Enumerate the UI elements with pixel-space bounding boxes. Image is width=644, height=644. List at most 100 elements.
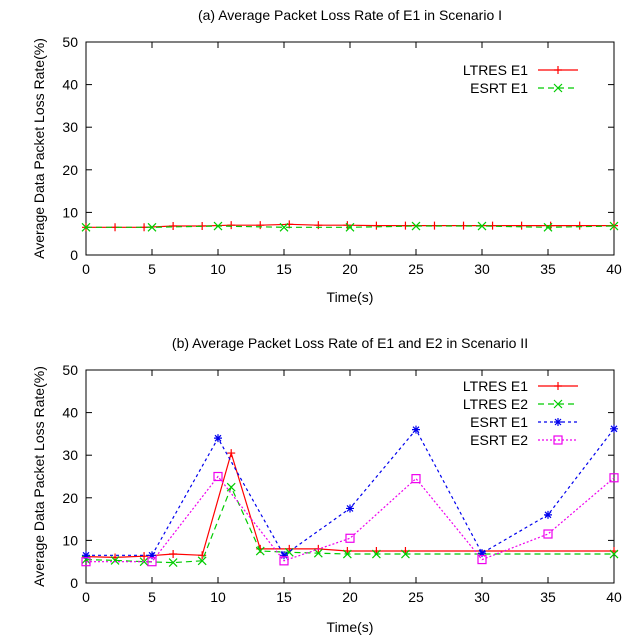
data-point <box>213 221 223 231</box>
y-tick-label: 0 <box>70 247 78 263</box>
x-tick-label: 0 <box>82 261 90 277</box>
data-point <box>546 221 555 230</box>
data-point <box>609 221 619 231</box>
series-esrt-e1 <box>81 221 619 232</box>
legend-marker <box>554 418 562 426</box>
data-point <box>214 434 222 443</box>
data-point <box>227 221 236 230</box>
data-point <box>609 549 619 559</box>
data-point <box>148 551 156 560</box>
y-axis-label: Average Data Packet Loss Rate(%) <box>31 366 47 587</box>
series-ltres-e2 <box>81 482 619 567</box>
legend-label: LTRES E1 <box>463 378 528 394</box>
legend-marker <box>554 66 562 74</box>
data-point <box>346 504 354 513</box>
data-point <box>314 221 323 230</box>
y-axis-label: Average Data Packet Loss Rate(%) <box>31 38 47 259</box>
data-point <box>372 221 381 230</box>
data-point <box>401 549 410 559</box>
y-tick-label: 50 <box>62 362 78 378</box>
chart-panel-a: (a) Average Packet Loss Rate of E1 in Sc… <box>31 7 622 305</box>
data-point <box>575 221 584 230</box>
legend-marker <box>553 83 563 93</box>
x-axis-label: Time(s) <box>327 619 374 635</box>
chart-title: (a) Average Packet Loss Rate of E1 in Sc… <box>198 7 502 23</box>
data-point <box>544 510 552 519</box>
data-point <box>411 474 421 484</box>
data-point <box>169 222 178 231</box>
data-point <box>543 222 553 232</box>
data-point <box>280 551 288 560</box>
y-tick-label: 50 <box>62 34 78 50</box>
data-point <box>227 449 236 458</box>
x-tick-label: 30 <box>474 589 490 605</box>
data-point <box>213 471 223 482</box>
data-point <box>81 557 91 567</box>
data-point <box>226 482 236 492</box>
chart-panel-b: (b) Average Packet Loss Rate of E1 and E… <box>31 335 622 635</box>
data-point <box>168 558 178 567</box>
y-tick-label: 30 <box>62 447 78 463</box>
y-tick-label: 40 <box>62 405 78 421</box>
x-tick-label: 25 <box>408 261 424 277</box>
data-point <box>279 222 289 232</box>
legend-label: LTRES E2 <box>463 396 528 412</box>
data-point <box>169 550 178 559</box>
x-tick-label: 35 <box>540 589 556 605</box>
series-ltres-e1 <box>82 220 618 232</box>
legend-label: LTRES E1 <box>463 62 528 78</box>
y-tick-label: 40 <box>62 77 78 93</box>
y-tick-label: 0 <box>70 575 78 591</box>
data-point <box>517 221 526 230</box>
series-line <box>86 428 615 557</box>
x-tick-label: 30 <box>474 261 490 277</box>
x-tick-label: 10 <box>210 261 226 277</box>
data-point <box>342 549 352 559</box>
data-point <box>255 546 265 556</box>
x-tick-label: 40 <box>606 261 622 277</box>
y-tick-label: 20 <box>62 490 78 506</box>
data-point <box>371 549 381 559</box>
data-point <box>256 221 265 230</box>
data-point <box>279 556 289 566</box>
data-point <box>477 554 487 565</box>
x-tick-label: 15 <box>276 261 292 277</box>
data-point <box>147 222 157 232</box>
data-point <box>610 424 618 433</box>
x-tick-label: 35 <box>540 261 556 277</box>
y-tick-label: 30 <box>62 119 78 135</box>
y-tick-label: 10 <box>62 204 78 220</box>
legend-marker <box>553 435 563 445</box>
data-point <box>478 549 486 558</box>
series-esrt-e2 <box>81 471 619 567</box>
data-point <box>82 551 90 560</box>
x-tick-label: 5 <box>148 589 156 605</box>
y-tick-label: 10 <box>62 532 78 548</box>
legend-marker <box>553 399 563 409</box>
series-line <box>86 475 615 563</box>
plot-frame <box>85 41 615 256</box>
legend-label: ESRT E2 <box>470 432 528 448</box>
data-point <box>81 222 91 232</box>
y-tick-label: 20 <box>62 162 78 178</box>
x-tick-label: 0 <box>82 589 90 605</box>
data-point <box>140 552 149 561</box>
x-tick-label: 40 <box>606 589 622 605</box>
data-point <box>110 555 120 565</box>
data-point <box>477 221 487 231</box>
data-point <box>147 557 157 567</box>
data-point <box>543 529 553 539</box>
x-tick-label: 10 <box>210 589 226 605</box>
data-point <box>81 555 91 564</box>
data-point <box>345 222 355 232</box>
x-axis-label: Time(s) <box>327 289 374 305</box>
data-point <box>197 556 207 566</box>
series-esrt-e1 <box>82 424 618 560</box>
data-point <box>412 425 420 434</box>
legend-label: ESRT E1 <box>470 80 528 96</box>
data-point <box>411 221 421 231</box>
data-point <box>345 533 355 543</box>
chart-title: (b) Average Packet Loss Rate of E1 and E… <box>172 335 528 351</box>
data-point <box>139 557 149 567</box>
